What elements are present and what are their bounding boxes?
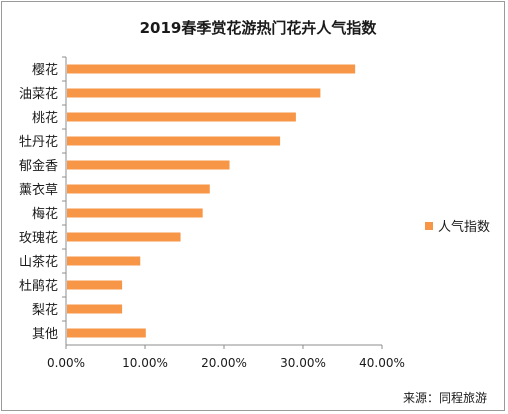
source-note: 来源：同程旅游 bbox=[403, 390, 487, 405]
chart-title: 2019春季赏花游热门花卉人气指数 bbox=[140, 19, 378, 37]
bar bbox=[67, 160, 230, 170]
category-label: 郁金香 bbox=[19, 158, 58, 174]
bar bbox=[67, 136, 281, 146]
category-label: 樱花 bbox=[32, 62, 58, 78]
bar bbox=[67, 112, 296, 122]
category-label: 薰衣草 bbox=[19, 182, 58, 198]
x-tick-label: 30.00% bbox=[280, 356, 326, 370]
category-label: 山茶花 bbox=[19, 254, 58, 270]
x-tick-label: 40.00% bbox=[359, 356, 405, 370]
category-label: 桃花 bbox=[32, 110, 58, 126]
bar bbox=[67, 232, 181, 242]
x-tick-label: 20.00% bbox=[201, 356, 247, 370]
bar bbox=[67, 328, 146, 338]
bar bbox=[67, 184, 210, 194]
legend-swatch bbox=[425, 222, 433, 230]
bar bbox=[67, 304, 123, 314]
category-label: 梅花 bbox=[32, 206, 58, 222]
category-label: 牡丹花 bbox=[19, 134, 58, 150]
bar bbox=[67, 64, 356, 74]
bar bbox=[67, 280, 123, 290]
legend: 人气指数 bbox=[425, 219, 490, 235]
x-tick-label: 10.00% bbox=[122, 356, 168, 370]
category-label: 杜鹃花 bbox=[19, 278, 58, 294]
category-label: 油菜花 bbox=[19, 86, 58, 102]
bar bbox=[67, 88, 321, 98]
x-tick-label: 0.00% bbox=[47, 356, 85, 370]
plot-area: 0.00% 10.00% 20.00% 30.00% 40.00% 樱花油菜花桃花牡丹花郁… bbox=[19, 56, 405, 370]
category-label: 玫瑰花 bbox=[19, 230, 58, 246]
category-label: 其他 bbox=[32, 327, 58, 342]
legend-label: 人气指数 bbox=[438, 219, 490, 235]
bar bbox=[67, 208, 203, 218]
category-label: 梨花 bbox=[32, 302, 58, 318]
bar bbox=[67, 256, 141, 266]
